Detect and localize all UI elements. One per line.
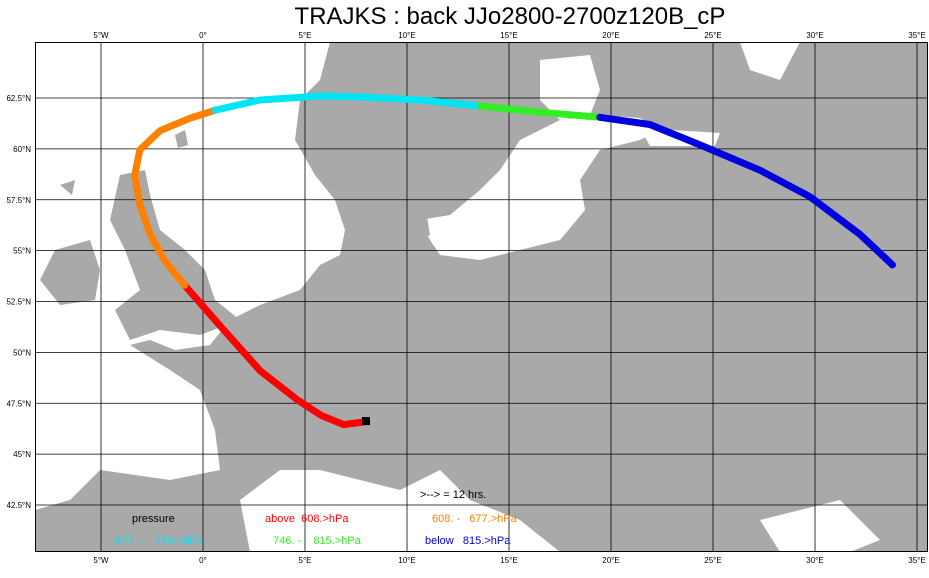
lat-label: 42.5°N (6, 501, 31, 510)
map (35, 42, 928, 552)
lat-label: 60°N (13, 145, 31, 154)
legend-title: pressure (132, 513, 175, 525)
trajectory-segment (211, 92, 484, 114)
lon-label-bottom: 30°E (806, 556, 823, 565)
lat-label: 45°N (13, 450, 31, 459)
lat-label: 62.5°N (6, 94, 31, 103)
start-marker (362, 417, 370, 425)
lon-label-top: 0° (199, 31, 207, 40)
lon-label-top: 15°E (500, 31, 517, 40)
legend: above 608.>hPa 608. - 677.>hPa 677. - 746.… (115, 513, 518, 547)
lon-label-bottom: 25°E (704, 556, 721, 565)
lon-label-bottom: 20°E (602, 556, 619, 565)
axis-labels: 5°W 5°W 0° 0° 5°E 5°E 10°E 10°E 15°E 15°E 20°E 20°E… (6, 31, 925, 565)
lon-label-top: 25°E (704, 31, 721, 40)
legend-entry: below 815.>hPa (425, 535, 511, 547)
lat-label: 52.5°N (6, 298, 31, 307)
lon-label-bottom: 15°E (500, 556, 517, 565)
trajectory-segment (181, 281, 370, 429)
lon-label-bottom: 5°E (299, 556, 312, 565)
lon-label-top: 5°E (299, 31, 312, 40)
lat-label: 47.5°N (6, 399, 31, 408)
trajectory (131, 92, 896, 429)
lon-label-top: 20°E (602, 31, 619, 40)
legend-entry: 677. - 746.>hPa (115, 535, 204, 547)
lon-label-bottom: 0° (199, 556, 207, 565)
lon-label-top: 5°W (93, 31, 109, 40)
legend-entry: 746. - 815.>hPa (273, 535, 362, 547)
lon-label-bottom: 35°E (908, 556, 925, 565)
legend-entry: above 608.>hPa (265, 513, 349, 525)
trajectory-segment (476, 102, 604, 121)
title: TRAJKS : back JJo2800-2700z120B_cP (295, 3, 726, 30)
lat-label: 57.5°N (6, 196, 31, 205)
lat-label: 50°N (13, 348, 31, 357)
graticule (35, 42, 928, 552)
trajectory-segment (596, 113, 896, 269)
lat-label: 55°N (13, 247, 31, 256)
lon-label-top: 35°E (908, 31, 925, 40)
trajectory-segment (131, 106, 219, 289)
lon-label-top: 10°E (398, 31, 415, 40)
frame (35, 42, 928, 552)
lon-label-top: 30°E (806, 31, 823, 40)
legend-entry: 608. - 677.>hPa (432, 513, 518, 525)
lon-label-bottom: 10°E (398, 556, 415, 565)
lon-label-bottom: 5°W (93, 556, 109, 565)
arrow-note: >--> = 12 hrs. (420, 489, 486, 501)
